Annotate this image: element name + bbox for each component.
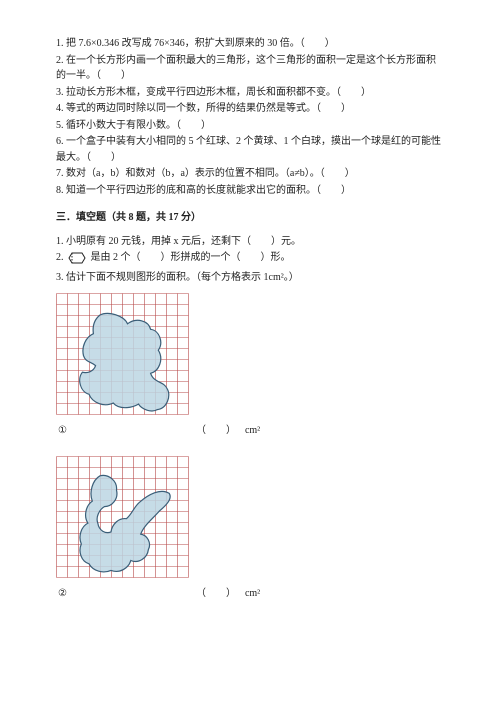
- grid-shape-2: [56, 456, 189, 584]
- figure-1-unit: cm²: [245, 423, 260, 439]
- figure-1-label: ①: [58, 423, 67, 439]
- judgment-item: 1. 把 7.6×0.346 改写成 76×346，积扩大到原来的 30 倍。（…: [56, 36, 444, 52]
- figure-2-label: ②: [58, 586, 67, 602]
- fill-q1: 1. 小明原有 20 元钱，用掉 x 元后，还剩下（ ）元。: [56, 234, 444, 250]
- figure-1-answer: （ ）: [189, 423, 243, 439]
- figure-2-unit: cm²: [245, 586, 260, 602]
- hexagon-icon: [68, 252, 86, 264]
- judgment-item: 3. 拉动长方形木框，变成平行四边形木框，周长和面积都不变。（ ）: [56, 85, 444, 101]
- section-title: 三．填空题（共 8 题，共 17 分）: [56, 210, 444, 226]
- judgment-item: 4. 等式的两边同时除以同一个数，所得的结果仍然是等式。（ ）: [56, 101, 444, 117]
- fill-q2-num: 2.: [56, 252, 64, 263]
- judgment-item: 2. 在一个长方形内画一个面积最大的三角形，这个三角形的面积一定是这个长方形面积…: [56, 53, 444, 84]
- judgment-item: 8. 知道一个平行四边形的底和高的长度就能求出它的面积。（ ）: [56, 183, 444, 199]
- grid-shape-1: [56, 293, 189, 421]
- judgment-item: 7. 数对（a，b）和数对（b，a）表示的位置不相同。（a≠b）。（ ）: [56, 166, 444, 182]
- figure-2: ② （ ） cm²: [56, 456, 444, 601]
- fill-q2-text: 是由 2 个（ ）形拼成的一个（ ）形。: [91, 252, 291, 263]
- judgment-item: 5. 循环小数大于有限小数。（ ）: [56, 118, 444, 134]
- judgment-item: 6. 一个盒子中装有大小相同的 5 个红球、2 个黄球、1 个白球，摸出一个球是…: [56, 134, 444, 165]
- figure-1: ① （ ） cm²: [56, 293, 444, 438]
- figure-2-answer: （ ）: [189, 586, 243, 602]
- fill-q2: 2. 是由 2 个（ ）形拼成的一个（ ）形。: [56, 250, 444, 266]
- fill-q3: 3. 估计下面不规则图形的面积。（每个方格表示 1cm²。）: [56, 270, 444, 286]
